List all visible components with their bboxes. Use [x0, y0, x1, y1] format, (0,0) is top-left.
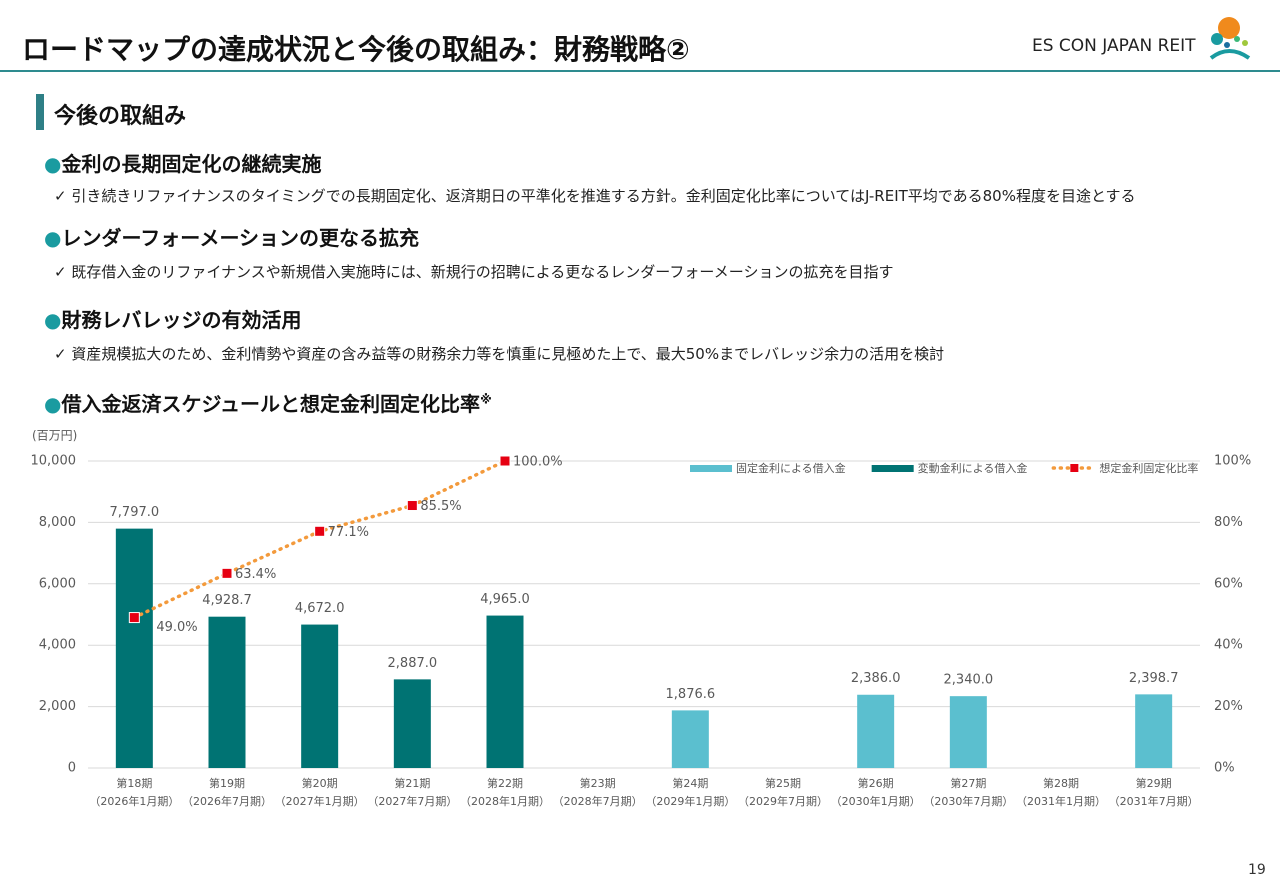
value-label: 77.1% [328, 525, 369, 540]
x-tick-label: 第26期 [858, 776, 894, 790]
y-tick-label: 4,000 [39, 638, 76, 653]
x-tick-label: 第22期 [487, 776, 523, 790]
bar [949, 696, 987, 768]
value-label: 49.0% [156, 620, 197, 635]
value-label: 7,797.0 [110, 505, 160, 520]
legend-swatch [690, 465, 732, 472]
x-tick-label: 第27期 [950, 776, 986, 790]
legend-label: 想定金利固定化比率 [1099, 461, 1198, 475]
y-tick-label: 6,000 [39, 576, 76, 591]
y2-tick-label: 20% [1214, 699, 1243, 714]
page-number: 19 [1248, 862, 1266, 878]
text: 既存借入金のリファイナンスや新規借入実施時には、新規行の招聘による更なるレンダー… [71, 263, 894, 281]
section-title: 今後の取組み [54, 104, 187, 129]
marker [221, 567, 233, 579]
x-tick-label: 第18期 [116, 776, 152, 790]
x-tick-sublabel: （2031年1月期） [1016, 794, 1106, 808]
x-tick-label: 第25期 [765, 776, 801, 790]
x-tick-label: 第23期 [580, 776, 616, 790]
marker [314, 525, 326, 537]
x-tick-sublabel: （2030年1月期） [831, 794, 921, 808]
line [132, 459, 507, 620]
value-label: 2,887.0 [388, 656, 438, 671]
heading-text: 財務レバレッジの有効活用 [61, 308, 302, 332]
y-tick-label: 8,000 [39, 515, 76, 530]
y2-tick-label: 80% [1214, 515, 1243, 530]
x-tick-label: 第28期 [1043, 776, 1079, 790]
legend-label: 変動金利による借入金 [918, 461, 1028, 475]
x-tick-sublabel: （2028年7月期） [553, 794, 643, 808]
value-label: 2,340.0 [944, 673, 994, 688]
item-text: ✓ 引き続きリファイナンスのタイミングでの長期固定化、返済期日の平準化を推進する… [54, 187, 1136, 205]
value-label: 2,386.0 [851, 671, 901, 686]
bar [393, 679, 431, 768]
x-tick-label: 第24期 [672, 776, 708, 790]
value-label: 4,928.7 [202, 593, 252, 608]
bar [1135, 694, 1173, 768]
item-text: ✓ 資産規模拡大のため、金利情勢や資産の含み益等の財務余力等を慎重に見極めた上で… [54, 345, 945, 363]
x-tick-sublabel: （2030年7月期） [923, 794, 1013, 808]
x-tick-sublabel: （2026年7月期） [182, 794, 272, 808]
item-heading: ●レンダーフォーメーションの更なる拡充 [44, 226, 420, 250]
item-heading: ●財務レバレッジの有効活用 [44, 308, 302, 332]
value-label: 85.5% [420, 499, 461, 514]
marker [406, 500, 418, 512]
value-label: 4,672.0 [295, 601, 345, 616]
y-tick-label: 0 [68, 761, 76, 776]
slide-title: ロードマップの達成状況と今後の取組み：財務戦略② [22, 33, 690, 66]
text: 引き続きリファイナンスのタイミングでの長期固定化、返済期日の平準化を推進する方針… [71, 187, 1136, 205]
x-tick-label: 第20期 [302, 776, 338, 790]
item-heading: ●金利の長期固定化の継続実施 [44, 152, 322, 176]
title-note: ※ [480, 392, 492, 407]
text: 資産規模拡大のため、金利情勢や資産の含み益等の財務余力等を慎重に見極めた上で、最… [71, 345, 945, 363]
header-rule [0, 70, 1280, 72]
x-tick-sublabel: （2029年1月期） [645, 794, 735, 808]
bar [671, 710, 709, 768]
value-label: 1,876.6 [666, 687, 716, 702]
legend-label: 固定金利による借入金 [736, 461, 846, 475]
bar [301, 624, 339, 768]
x-tick-sublabel: （2026年1月期） [89, 794, 179, 808]
section-bar [36, 94, 44, 130]
legend-swatch [871, 465, 914, 472]
chart-title: 借入金返済スケジュールと想定金利固定化比率 [61, 392, 481, 416]
heading-text: レンダーフォーメーションの更なる拡充 [61, 226, 420, 250]
chart-heading: ●借入金返済スケジュールと想定金利固定化比率※ [44, 392, 492, 416]
logo-mark [1209, 17, 1251, 60]
y2-tick-label: 60% [1214, 576, 1243, 591]
x-tick-sublabel: （2027年1月期） [275, 794, 365, 808]
y2-tick-label: 100% [1214, 454, 1251, 469]
value-label: 4,965.0 [480, 592, 530, 607]
bar [208, 616, 246, 768]
y2-tick-label: 40% [1214, 638, 1243, 653]
x-tick-label: 第19期 [209, 776, 245, 790]
value-label: 2,398.7 [1129, 671, 1179, 686]
marker [128, 612, 140, 624]
x-tick-sublabel: （2029年7月期） [738, 794, 828, 808]
marker [499, 455, 511, 467]
item-text: ✓ 既存借入金のリファイナンスや新規借入実施時には、新規行の招聘による更なるレン… [54, 263, 894, 281]
x-tick-sublabel: （2027年7月期） [367, 794, 457, 808]
bar [486, 615, 524, 768]
y-tick-label: 10,000 [31, 454, 77, 469]
value-label: 63.4% [235, 567, 276, 582]
logo-text: ES CON JAPAN REIT [1032, 36, 1196, 56]
y2-tick-label: 0% [1214, 761, 1235, 776]
bar [115, 528, 153, 768]
x-tick-sublabel: （2031年7月期） [1109, 794, 1199, 808]
heading-text: 金利の長期固定化の継続実施 [61, 152, 322, 176]
y-axis-label: (百万円) [32, 429, 77, 443]
bar [857, 694, 895, 768]
y-tick-label: 2,000 [39, 699, 76, 714]
x-tick-label: 第29期 [1136, 776, 1172, 790]
x-tick-label: 第21期 [394, 776, 430, 790]
legend-marker [1070, 464, 1079, 472]
x-tick-sublabel: （2028年1月期） [460, 794, 550, 808]
value-label: 100.0% [513, 455, 563, 470]
